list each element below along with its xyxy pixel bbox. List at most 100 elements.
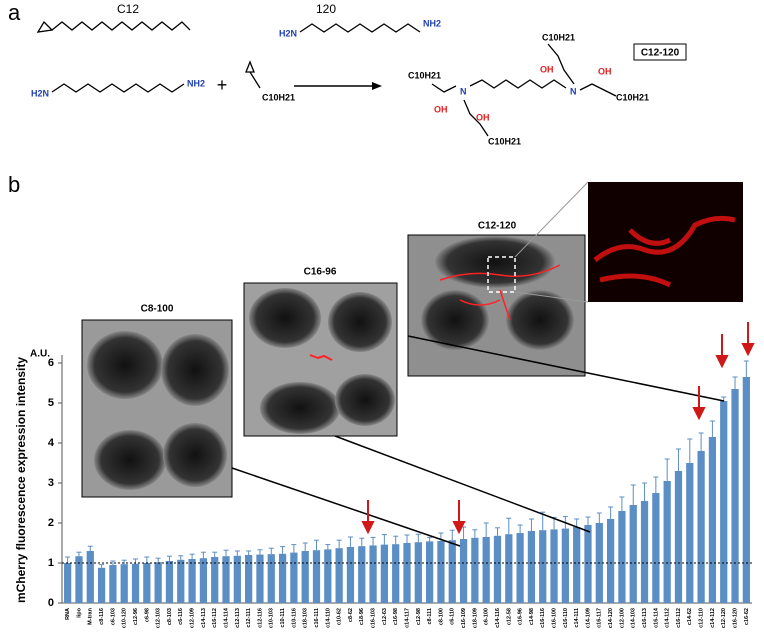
- hydroxyl: OH: [434, 104, 448, 114]
- x-tick-label: c16-110: [563, 608, 569, 628]
- x-tick-label: c16-113: [642, 608, 648, 628]
- bar: [97, 567, 106, 603]
- x-tick-label: c6-116: [178, 608, 184, 625]
- x-tick-label: c18-103: [303, 608, 309, 628]
- bar: [346, 547, 355, 603]
- signal: [593, 215, 736, 288]
- chain: [469, 79, 567, 89]
- bar: [697, 451, 705, 603]
- bar: [188, 559, 196, 603]
- bar: [245, 555, 253, 603]
- x-tick-label: c12-116: [257, 608, 263, 628]
- x-tick-label: c14-109: [585, 608, 591, 628]
- bar: [75, 556, 83, 603]
- x-tick-label: c8-100: [438, 608, 444, 625]
- x-tick-label: c16-109: [461, 608, 467, 628]
- y-tick-label: 4: [48, 437, 55, 449]
- bar: [640, 501, 649, 603]
- x-tick-label: c16-117: [597, 608, 603, 628]
- x-tick-label: c14-116: [495, 608, 501, 628]
- x-tick-label: c14-120: [608, 608, 614, 628]
- bar: [211, 557, 219, 603]
- connector: [407, 335, 725, 402]
- bar: [392, 544, 400, 603]
- tissue: [249, 288, 321, 348]
- bar: [278, 553, 287, 603]
- x-tick-label: c12-63: [382, 608, 388, 625]
- x-tick-label: c14-113: [201, 608, 207, 628]
- bar: [708, 437, 717, 603]
- x-tick-label: c14-98: [529, 608, 535, 625]
- x-tick-label: c10-103: [269, 608, 275, 628]
- x-tick-label: c10-62: [337, 608, 343, 625]
- x-tick-label: c8-111: [427, 608, 433, 625]
- bar: [437, 541, 445, 603]
- x-tick-label: M-tran: [88, 607, 94, 624]
- y-tick-label: 5: [48, 397, 54, 409]
- bar: [290, 552, 298, 603]
- inset-label: C12-120: [478, 221, 517, 232]
- chain: [299, 23, 421, 33]
- x-tick-label: c6-103: [110, 608, 116, 625]
- tissue: [506, 290, 574, 350]
- bar: [267, 554, 275, 603]
- bond: [249, 71, 261, 89]
- bar: [493, 535, 502, 603]
- x-tick-label: c10-120: [122, 608, 128, 628]
- connector: [334, 435, 591, 533]
- y-tick-label: 1: [48, 557, 54, 569]
- bar: [369, 545, 377, 603]
- x-tick-label: c16-103: [371, 608, 377, 628]
- epoxide: [36, 20, 54, 33]
- signal: [439, 264, 561, 321]
- x-tick-label: c16-98: [393, 608, 399, 625]
- chain: [51, 21, 191, 31]
- zoom-line: [514, 291, 589, 303]
- amine: NH2: [187, 78, 205, 88]
- tissue: [161, 334, 229, 406]
- reagent-label: C12: [117, 2, 139, 16]
- y-unit: A.U.: [30, 349, 50, 360]
- x-tick-label: c14-117: [404, 608, 410, 628]
- inset-label: C8-100: [141, 304, 174, 315]
- x-tick-label: c6-98: [144, 608, 150, 622]
- arrow-head: [715, 355, 729, 369]
- connector: [231, 467, 461, 547]
- bar: [165, 561, 174, 603]
- bar: [629, 505, 637, 603]
- y-tick-label: 6: [48, 357, 54, 369]
- bar: [335, 548, 343, 603]
- bar: [539, 530, 547, 603]
- x-tick-label: c16-114: [653, 607, 659, 628]
- x-tick-label: c12-103: [156, 608, 162, 628]
- chain: [51, 83, 185, 93]
- bar: [652, 493, 660, 603]
- arrow-head: [741, 343, 755, 357]
- chain: [431, 83, 457, 93]
- x-tick-label: c8-116: [99, 608, 105, 625]
- bar: [516, 533, 524, 603]
- hydroxyl: OH: [476, 112, 490, 122]
- bar: [256, 554, 264, 603]
- bar: [674, 471, 683, 603]
- bar: [584, 525, 592, 603]
- nitrogen: N: [570, 86, 577, 96]
- bar: [550, 529, 558, 603]
- reagent-label: 120: [316, 2, 336, 16]
- tail: C10H21: [616, 92, 649, 102]
- x-tick-label: c14-114: [223, 607, 229, 628]
- tissue: [328, 292, 392, 352]
- x-tick-label: c16-111: [314, 608, 320, 628]
- amine: H2N: [279, 28, 297, 38]
- bar: [199, 558, 208, 603]
- signal: [309, 354, 333, 361]
- x-tick-label: c6-110: [450, 608, 456, 625]
- tail: C10H21: [542, 32, 575, 42]
- tissue: [87, 331, 163, 399]
- x-tick-label: c12-58: [506, 608, 512, 625]
- bar: [505, 534, 513, 603]
- arrow-head: [372, 82, 382, 90]
- y-axis-label: mCherry fluorescence expression intensit…: [14, 357, 28, 603]
- bar: [573, 527, 581, 603]
- x-tick-label: c8-62: [348, 608, 354, 622]
